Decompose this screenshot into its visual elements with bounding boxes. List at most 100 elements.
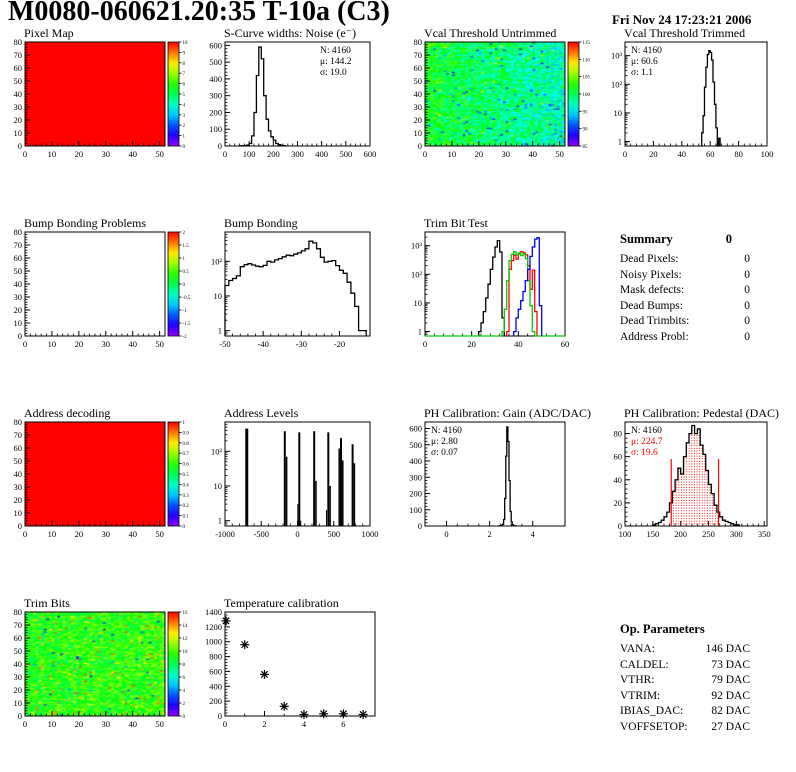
svg-text:70: 70 xyxy=(14,240,23,250)
svg-text:70: 70 xyxy=(14,50,23,60)
svg-text:1: 1 xyxy=(618,137,622,147)
svg-text:μ: 224.7: μ: 224.7 xyxy=(631,437,663,447)
page-title: M0080-060621.20:35 T-10a (C3) xyxy=(8,0,390,27)
svg-text:30: 30 xyxy=(102,149,111,159)
svg-text:4: 4 xyxy=(531,529,536,539)
summary-row-label: Noisy Pixels: xyxy=(620,268,682,281)
panel-ph-pedestal: PH Calibration: Pedestal (DAC) 100 150 200 2… xyxy=(600,406,796,582)
svg-text:60: 60 xyxy=(614,452,623,462)
svg-text:60: 60 xyxy=(706,149,715,159)
svg-text:0: 0 xyxy=(18,331,22,341)
op-parameters-header: Op. Parameters xyxy=(620,622,732,637)
temperature-plot: 0 2 4 6 0 200 400 600 800 1000 1200 1400 xyxy=(205,607,376,729)
svg-text:σ: 1.1: σ: 1.1 xyxy=(631,68,653,78)
svg-text:-1000: -1000 xyxy=(215,529,235,539)
svg-text:0: 0 xyxy=(218,711,222,721)
svg-text:0.5: 0.5 xyxy=(183,473,190,478)
svg-text:50: 50 xyxy=(155,529,164,539)
summary-panel: Summary 0 Dead Pixels: 0 Noisy Pixels: 0 M… xyxy=(620,232,756,345)
svg-text:12: 12 xyxy=(183,637,189,642)
svg-text:0.3: 0.3 xyxy=(183,494,190,499)
svg-text:30: 30 xyxy=(14,292,23,302)
svg-text:4: 4 xyxy=(183,689,186,694)
svg-text:6: 6 xyxy=(183,676,186,681)
chart-title: Trim Bits xyxy=(24,596,70,610)
svg-text:85: 85 xyxy=(583,145,589,150)
op-param-label: CALDEL: xyxy=(620,658,669,671)
svg-text:10: 10 xyxy=(14,698,23,708)
vcal-untrimmed-plot: 0 10 20 30 40 50 0 10 20 30 40 50 60 70 80 115 110 105 100… xyxy=(414,37,591,159)
svg-text:-2: -2 xyxy=(183,335,188,340)
bump-problems-cells xyxy=(25,232,165,336)
op-param-label: VTRIM: xyxy=(620,689,661,702)
svg-text:40: 40 xyxy=(414,89,423,99)
address-levels-plot: -1000 -500 0 500 1000 1 10 10² xyxy=(211,421,379,539)
panel-address-levels: Address Levels -1000 -500 0 500 1000 1 10 10² xyxy=(200,406,400,582)
svg-text:50: 50 xyxy=(155,719,164,729)
svg-text:0: 0 xyxy=(183,145,186,150)
svg-text:0: 0 xyxy=(18,711,22,721)
chart-title: PH Calibration: Pedestal (DAC) xyxy=(624,406,779,420)
svg-text:10: 10 xyxy=(183,41,189,46)
svg-text:50: 50 xyxy=(14,456,23,466)
op-param-label: VANA: xyxy=(620,643,655,655)
svg-text:10²: 10² xyxy=(611,79,623,89)
svg-text:150: 150 xyxy=(646,529,659,539)
svg-text:80: 80 xyxy=(14,607,23,617)
svg-text:105: 105 xyxy=(583,76,591,81)
panel-address-decoding: Address decoding 0 10 20 30 40 50 0 10 20 30 40 50 60… xyxy=(0,406,200,582)
svg-text:10: 10 xyxy=(48,529,57,539)
svg-text:100: 100 xyxy=(209,124,222,134)
svg-text:40: 40 xyxy=(528,149,537,159)
panel-ph-gain: PH Calibration: Gain (ADC/DAC) 0 2 4 0 100 200… xyxy=(400,406,600,582)
svg-text:400: 400 xyxy=(209,681,222,691)
svg-text:0: 0 xyxy=(18,141,22,151)
svg-text:40: 40 xyxy=(14,89,23,99)
svg-text:30: 30 xyxy=(14,672,23,682)
svg-text:400: 400 xyxy=(409,456,422,466)
svg-text:20: 20 xyxy=(75,529,84,539)
svg-text:σ: 19.0: σ: 19.0 xyxy=(320,68,347,78)
svg-text:6: 6 xyxy=(341,719,345,729)
svg-text:0: 0 xyxy=(623,149,627,159)
svg-text:40: 40 xyxy=(14,659,23,669)
svg-text:1: 1 xyxy=(418,327,422,337)
svg-text:20: 20 xyxy=(414,115,423,125)
svg-text:8: 8 xyxy=(183,62,186,67)
svg-text:30: 30 xyxy=(102,719,111,729)
svg-text:0: 0 xyxy=(295,529,299,539)
svg-text:1000: 1000 xyxy=(362,529,379,539)
svg-text:200: 200 xyxy=(674,529,687,539)
chart-title: PH Calibration: Gain (ADC/DAC) xyxy=(424,406,591,420)
svg-text:40: 40 xyxy=(678,149,687,159)
summary-row-value: 0 xyxy=(744,299,750,312)
svg-text:60: 60 xyxy=(14,63,23,73)
svg-text:500: 500 xyxy=(409,440,422,450)
svg-text:60: 60 xyxy=(14,253,23,263)
svg-text:20: 20 xyxy=(614,498,623,508)
svg-text:400: 400 xyxy=(209,74,222,84)
op-param-value: 82 DAC xyxy=(711,705,750,717)
pixel-map-cells xyxy=(25,42,165,146)
chart-title: Address decoding xyxy=(24,406,111,420)
summary-row: Dead Pixels: 0 xyxy=(620,252,750,268)
svg-text:10: 10 xyxy=(614,108,623,118)
svg-text:500: 500 xyxy=(327,529,340,539)
svg-text:110: 110 xyxy=(583,58,591,63)
svg-text:0.9: 0.9 xyxy=(183,431,190,436)
svg-text:90: 90 xyxy=(583,128,589,133)
summary-row-label: Dead Bumps: xyxy=(620,299,683,312)
chart-title: Vcal Threshold Untrimmed xyxy=(424,26,557,40)
svg-text:μ: 60.6: μ: 60.6 xyxy=(631,57,658,67)
svg-text:50: 50 xyxy=(14,76,23,86)
svg-text:20: 20 xyxy=(75,719,84,729)
chart-title: Bump Bonding Problems xyxy=(24,216,147,230)
trim-bits-cells xyxy=(25,612,165,716)
svg-text:30: 30 xyxy=(414,102,423,112)
svg-text:-500: -500 xyxy=(253,529,269,539)
chart-title: Address Levels xyxy=(224,406,299,420)
op-param-label: VTHR: xyxy=(620,674,655,686)
